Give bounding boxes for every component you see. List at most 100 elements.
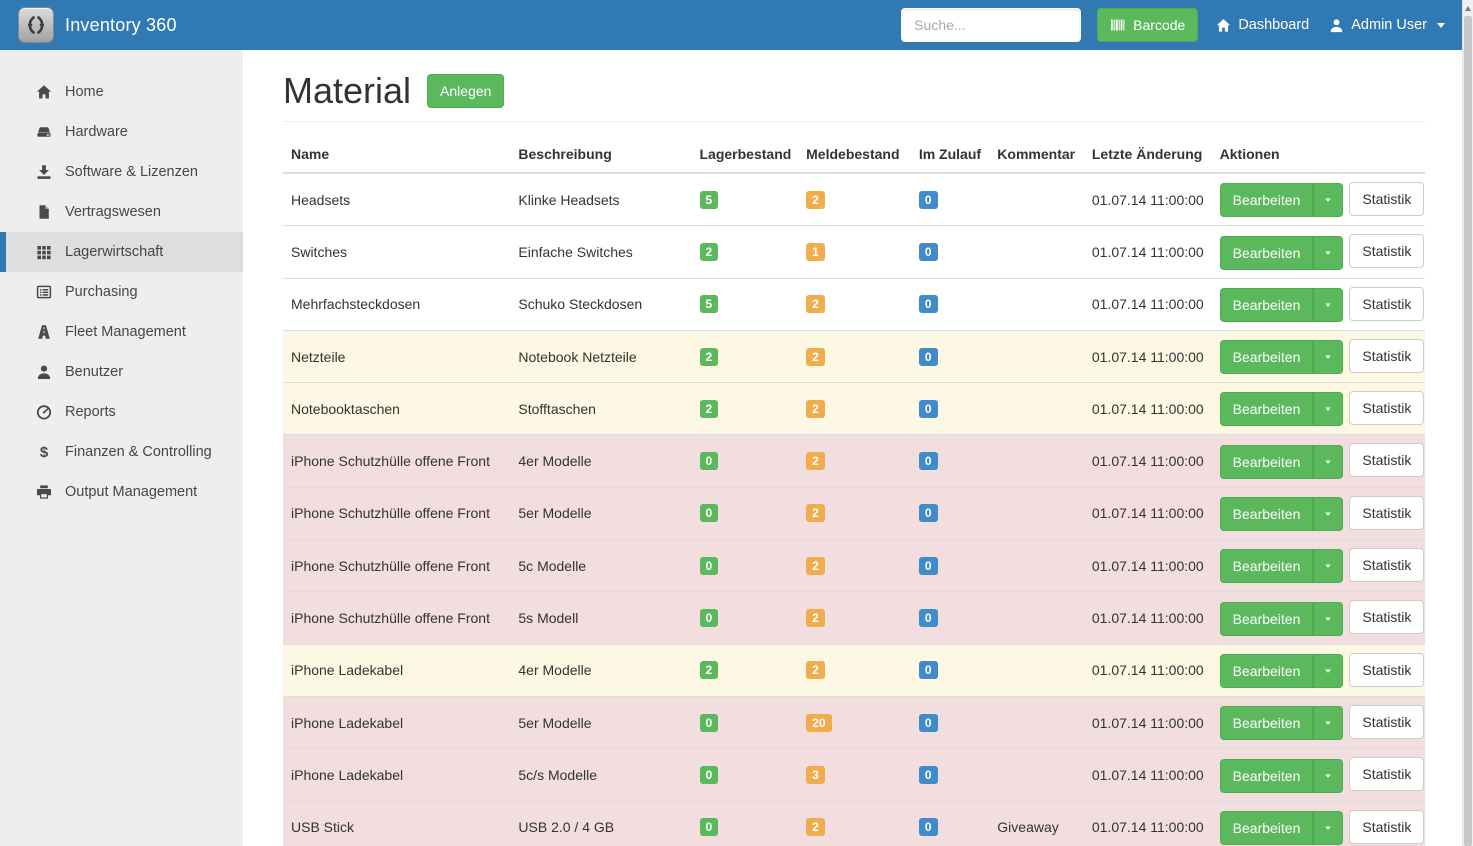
cell-stock: 0 (691, 695, 799, 749)
user-menu[interactable]: Admin User (1327, 11, 1447, 39)
sidebar-item-lagerwirtschaft[interactable]: Lagerwirtschaft (0, 232, 243, 272)
statistics-button[interactable]: Statistik (1349, 338, 1425, 373)
cell-description: USB 2.0 / 4 GB (510, 800, 692, 846)
cell-name: Netzteile (283, 329, 511, 383)
edit-button[interactable]: Bearbeiten (1219, 392, 1314, 427)
edit-button[interactable]: Bearbeiten (1219, 497, 1314, 532)
scrollbar-thumb[interactable] (1464, 16, 1472, 846)
statistics-button[interactable]: Statistik (1349, 234, 1425, 269)
cell-reorder: 2 (798, 800, 911, 846)
statistics-button[interactable]: Statistik (1349, 652, 1425, 687)
edit-button[interactable]: Bearbeiten (1219, 340, 1314, 375)
edit-button[interactable]: Bearbeiten (1219, 549, 1314, 584)
sidebar-item-hardware[interactable]: Hardware (0, 112, 243, 152)
edit-dropdown-toggle[interactable] (1313, 444, 1344, 479)
cell-last-changed: 01.07.14 11:00:00 (1083, 695, 1212, 749)
cell-actions: Bearbeiten Statistik (1211, 277, 1425, 331)
cell-reorder: 2 (798, 486, 911, 540)
edit-button[interactable]: Bearbeiten (1219, 287, 1314, 322)
statistics-button[interactable]: Statistik (1349, 704, 1425, 739)
edit-dropdown-toggle[interactable] (1313, 549, 1344, 584)
edit-button[interactable]: Bearbeiten (1219, 601, 1314, 636)
statistics-button[interactable]: Statistik (1349, 600, 1425, 635)
statistics-button[interactable]: Statistik (1349, 548, 1425, 583)
statistics-button[interactable]: Statistik (1349, 443, 1425, 478)
sidebar-item-output-management[interactable]: Output Management (0, 472, 243, 512)
main-content: Material Anlegen Name Beschreibung Lagerbe… (243, 50, 1473, 846)
inbound-badge: 0 (918, 295, 938, 314)
barcode-button[interactable]: Barcode (1097, 8, 1199, 42)
statistics-button[interactable]: Statistik (1349, 391, 1425, 426)
edit-button[interactable]: Bearbeiten (1219, 758, 1314, 793)
sidebar-item-software-lizenzen[interactable]: Software & Lizenzen (0, 152, 243, 192)
edit-button[interactable]: Bearbeiten (1219, 706, 1314, 741)
hdd-icon (36, 124, 52, 140)
create-button[interactable]: Anlegen (427, 74, 505, 108)
cell-name: USB Stick (283, 800, 511, 846)
statistics-button[interactable]: Statistik (1349, 809, 1425, 844)
edit-dropdown-toggle[interactable] (1313, 810, 1344, 845)
edit-dropdown-toggle[interactable] (1313, 497, 1344, 532)
cell-actions: Bearbeiten Statistik (1211, 329, 1425, 383)
sidebar-item-vertragswesen[interactable]: Vertragswesen (0, 192, 243, 232)
grid-icon (36, 244, 52, 260)
search-input[interactable] (901, 8, 1082, 42)
edit-dropdown-toggle[interactable] (1313, 653, 1344, 688)
sidebar-item-fleet-management[interactable]: Fleet Management (0, 312, 243, 352)
inbound-badge: 0 (918, 399, 938, 418)
dashboard-link[interactable]: Dashboard (1214, 11, 1311, 39)
inbound-badge: 0 (918, 347, 938, 366)
edit-button[interactable]: Bearbeiten (1219, 183, 1314, 218)
cell-reorder: 2 (798, 643, 911, 697)
stock-badge: 0 (699, 713, 719, 732)
page-header: Material Anlegen (283, 70, 1425, 122)
edit-button[interactable]: Bearbeiten (1219, 810, 1314, 845)
edit-dropdown-toggle[interactable] (1313, 183, 1344, 218)
inbound-badge: 0 (918, 713, 938, 732)
inbound-badge: 0 (918, 556, 938, 575)
sidebar-item-label: Benutzer (65, 364, 124, 380)
edit-dropdown-toggle[interactable] (1313, 340, 1344, 375)
edit-button[interactable]: Bearbeiten (1219, 235, 1314, 270)
sidebar-item-finanzen-controlling[interactable]: $ Finanzen & Controlling (0, 432, 243, 472)
statistics-button[interactable]: Statistik (1349, 286, 1425, 321)
stock-badge: 2 (699, 399, 719, 418)
edit-dropdown-toggle[interactable] (1313, 601, 1344, 636)
edit-dropdown-toggle[interactable] (1313, 287, 1344, 322)
edit-button[interactable]: Bearbeiten (1219, 444, 1314, 479)
caret-down-icon (1323, 666, 1333, 676)
cell-comment (989, 486, 1084, 540)
statistics-button[interactable]: Statistik (1349, 757, 1425, 792)
sidebar-item-benutzer[interactable]: Benutzer (0, 352, 243, 392)
scrollbar-up-button[interactable] (1463, 0, 1473, 16)
sidebar-item-label: Home (65, 84, 104, 100)
cell-last-changed: 01.07.14 11:00:00 (1083, 539, 1212, 592)
table-row: iPhone Ladekabel 5er Modelle 0 20 0 01.07.14 … (283, 695, 1425, 749)
cell-stock: 2 (691, 329, 799, 383)
cell-actions: Bearbeiten Statistik (1211, 748, 1425, 802)
sidebar-item-home[interactable]: Home (0, 72, 243, 112)
edit-dropdown-toggle[interactable] (1313, 392, 1344, 427)
caret-down-icon (1323, 771, 1333, 781)
vertical-scrollbar[interactable] (1462, 0, 1473, 846)
inbound-badge: 0 (918, 609, 938, 628)
cell-name: Mehrfachsteckdosen (283, 277, 511, 331)
cell-name: iPhone Schutzhülle offene Front (283, 539, 511, 592)
cell-comment (989, 591, 1084, 645)
brand[interactable]: Inventory 360 (18, 7, 177, 43)
cell-description: 4er Modelle (510, 643, 692, 697)
statistics-button[interactable]: Statistik (1349, 182, 1425, 216)
edit-dropdown-toggle[interactable] (1313, 758, 1344, 793)
sidebar-item-purchasing[interactable]: Purchasing (0, 272, 243, 312)
cell-inbound: 0 (910, 225, 990, 279)
sidebar-item-reports[interactable]: Reports (0, 392, 243, 432)
edit-dropdown-toggle[interactable] (1313, 235, 1344, 270)
stock-badge: 2 (699, 242, 719, 261)
cell-description: 5er Modelle (510, 486, 692, 540)
inbound-badge: 0 (918, 190, 938, 209)
reorder-badge: 2 (806, 347, 825, 366)
cell-name: iPhone Schutzhülle offene Front (283, 486, 511, 540)
statistics-button[interactable]: Statistik (1349, 495, 1425, 530)
edit-dropdown-toggle[interactable] (1313, 706, 1344, 741)
edit-button[interactable]: Bearbeiten (1219, 653, 1314, 688)
